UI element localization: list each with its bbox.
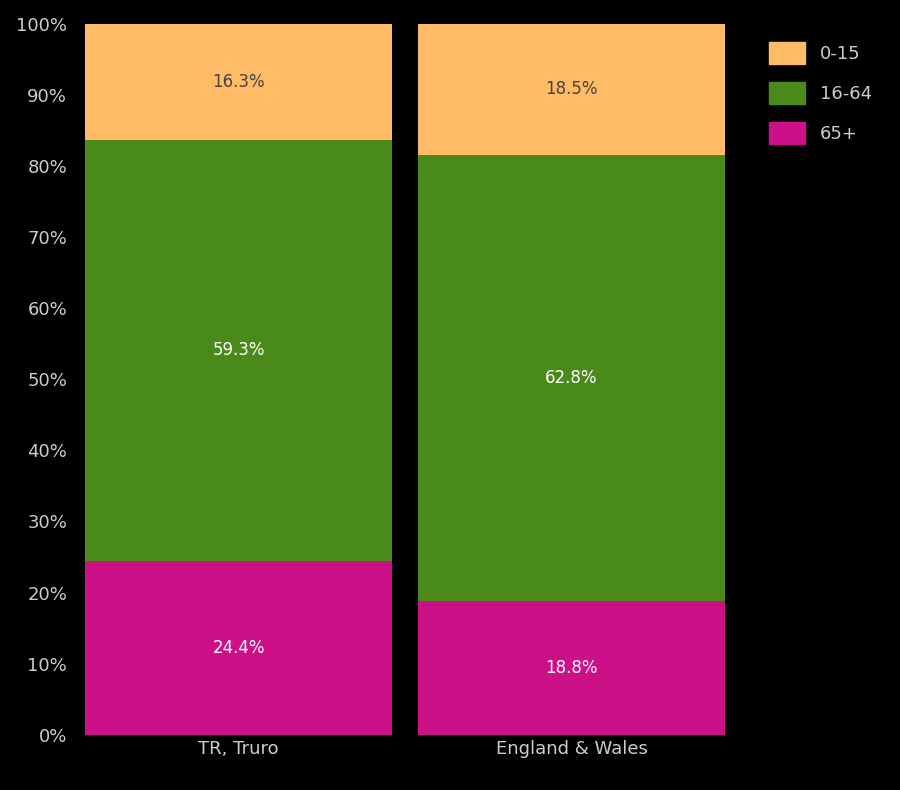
Bar (86, 561, 392, 735)
Bar (86, 140, 392, 561)
Text: 16.3%: 16.3% (212, 73, 265, 91)
Legend: 0-15, 16-64, 65+: 0-15, 16-64, 65+ (760, 32, 881, 153)
Bar (418, 601, 724, 735)
Text: 18.8%: 18.8% (545, 659, 598, 677)
Bar (418, 155, 724, 601)
Bar (418, 23, 724, 155)
Bar (86, 24, 392, 140)
Text: 24.4%: 24.4% (212, 639, 265, 657)
Text: 59.3%: 59.3% (212, 341, 265, 359)
Text: 62.8%: 62.8% (545, 369, 598, 387)
Text: 18.5%: 18.5% (545, 80, 598, 98)
